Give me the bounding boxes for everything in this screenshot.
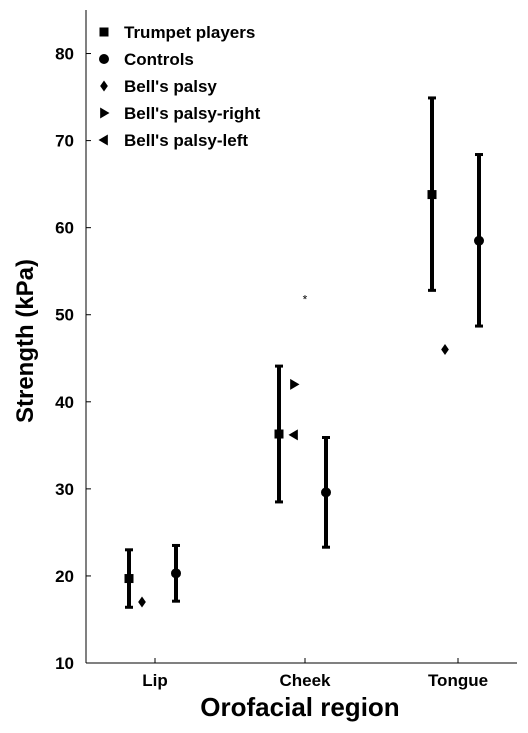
y-tick-label: 50 bbox=[55, 306, 74, 325]
legend-marker-diamond bbox=[100, 80, 108, 92]
point-square-cheek bbox=[274, 429, 284, 439]
point-diamond-lip bbox=[138, 596, 146, 608]
legend-marker-circle bbox=[99, 54, 109, 64]
legend-label: Trumpet players bbox=[124, 23, 255, 42]
point-triangle-left-cheek bbox=[288, 429, 298, 441]
legend-label: Bell's palsy-left bbox=[124, 131, 248, 150]
y-tick-label: 30 bbox=[55, 480, 74, 499]
y-tick-label: 70 bbox=[55, 132, 74, 151]
point-triangle-right-cheek bbox=[290, 378, 300, 390]
x-tick-label: Lip bbox=[142, 671, 168, 690]
y-tick-label: 40 bbox=[55, 393, 74, 412]
legend-marker-triangle-left bbox=[98, 134, 108, 146]
legend-label: Controls bbox=[124, 50, 194, 69]
y-tick-label: 80 bbox=[55, 45, 74, 64]
x-tick-label: Cheek bbox=[279, 671, 331, 690]
point-diamond-tongue bbox=[441, 344, 449, 356]
y-tick-label: 10 bbox=[55, 654, 74, 673]
point-square-tongue bbox=[427, 190, 437, 200]
legend-label: Bell's palsy bbox=[124, 77, 217, 96]
point-square-lip bbox=[124, 574, 134, 584]
y-tick-label: 20 bbox=[55, 567, 74, 586]
point-circle-tongue bbox=[474, 235, 484, 246]
legend-marker-triangle-right bbox=[100, 107, 110, 119]
y-axis-title: Strength (kPa) bbox=[12, 259, 39, 423]
x-axis-title: Orofacial region bbox=[200, 692, 399, 722]
legend: Trumpet players Controls Bell's palsy Bell'… bbox=[98, 23, 261, 150]
legend-label: Bell's palsy-right bbox=[124, 104, 261, 123]
x-tick-label: Tongue bbox=[428, 671, 488, 690]
axes: 10 20 30 40 50 60 70 80 Lip Cheek Tongue bbox=[55, 10, 517, 690]
point-circle-lip bbox=[171, 568, 181, 579]
legend-marker-square bbox=[99, 27, 109, 37]
data-marks: * bbox=[124, 96, 484, 609]
significance-annotation: * bbox=[303, 292, 308, 306]
point-circle-cheek bbox=[321, 487, 331, 498]
y-tick-label: 60 bbox=[55, 219, 74, 238]
